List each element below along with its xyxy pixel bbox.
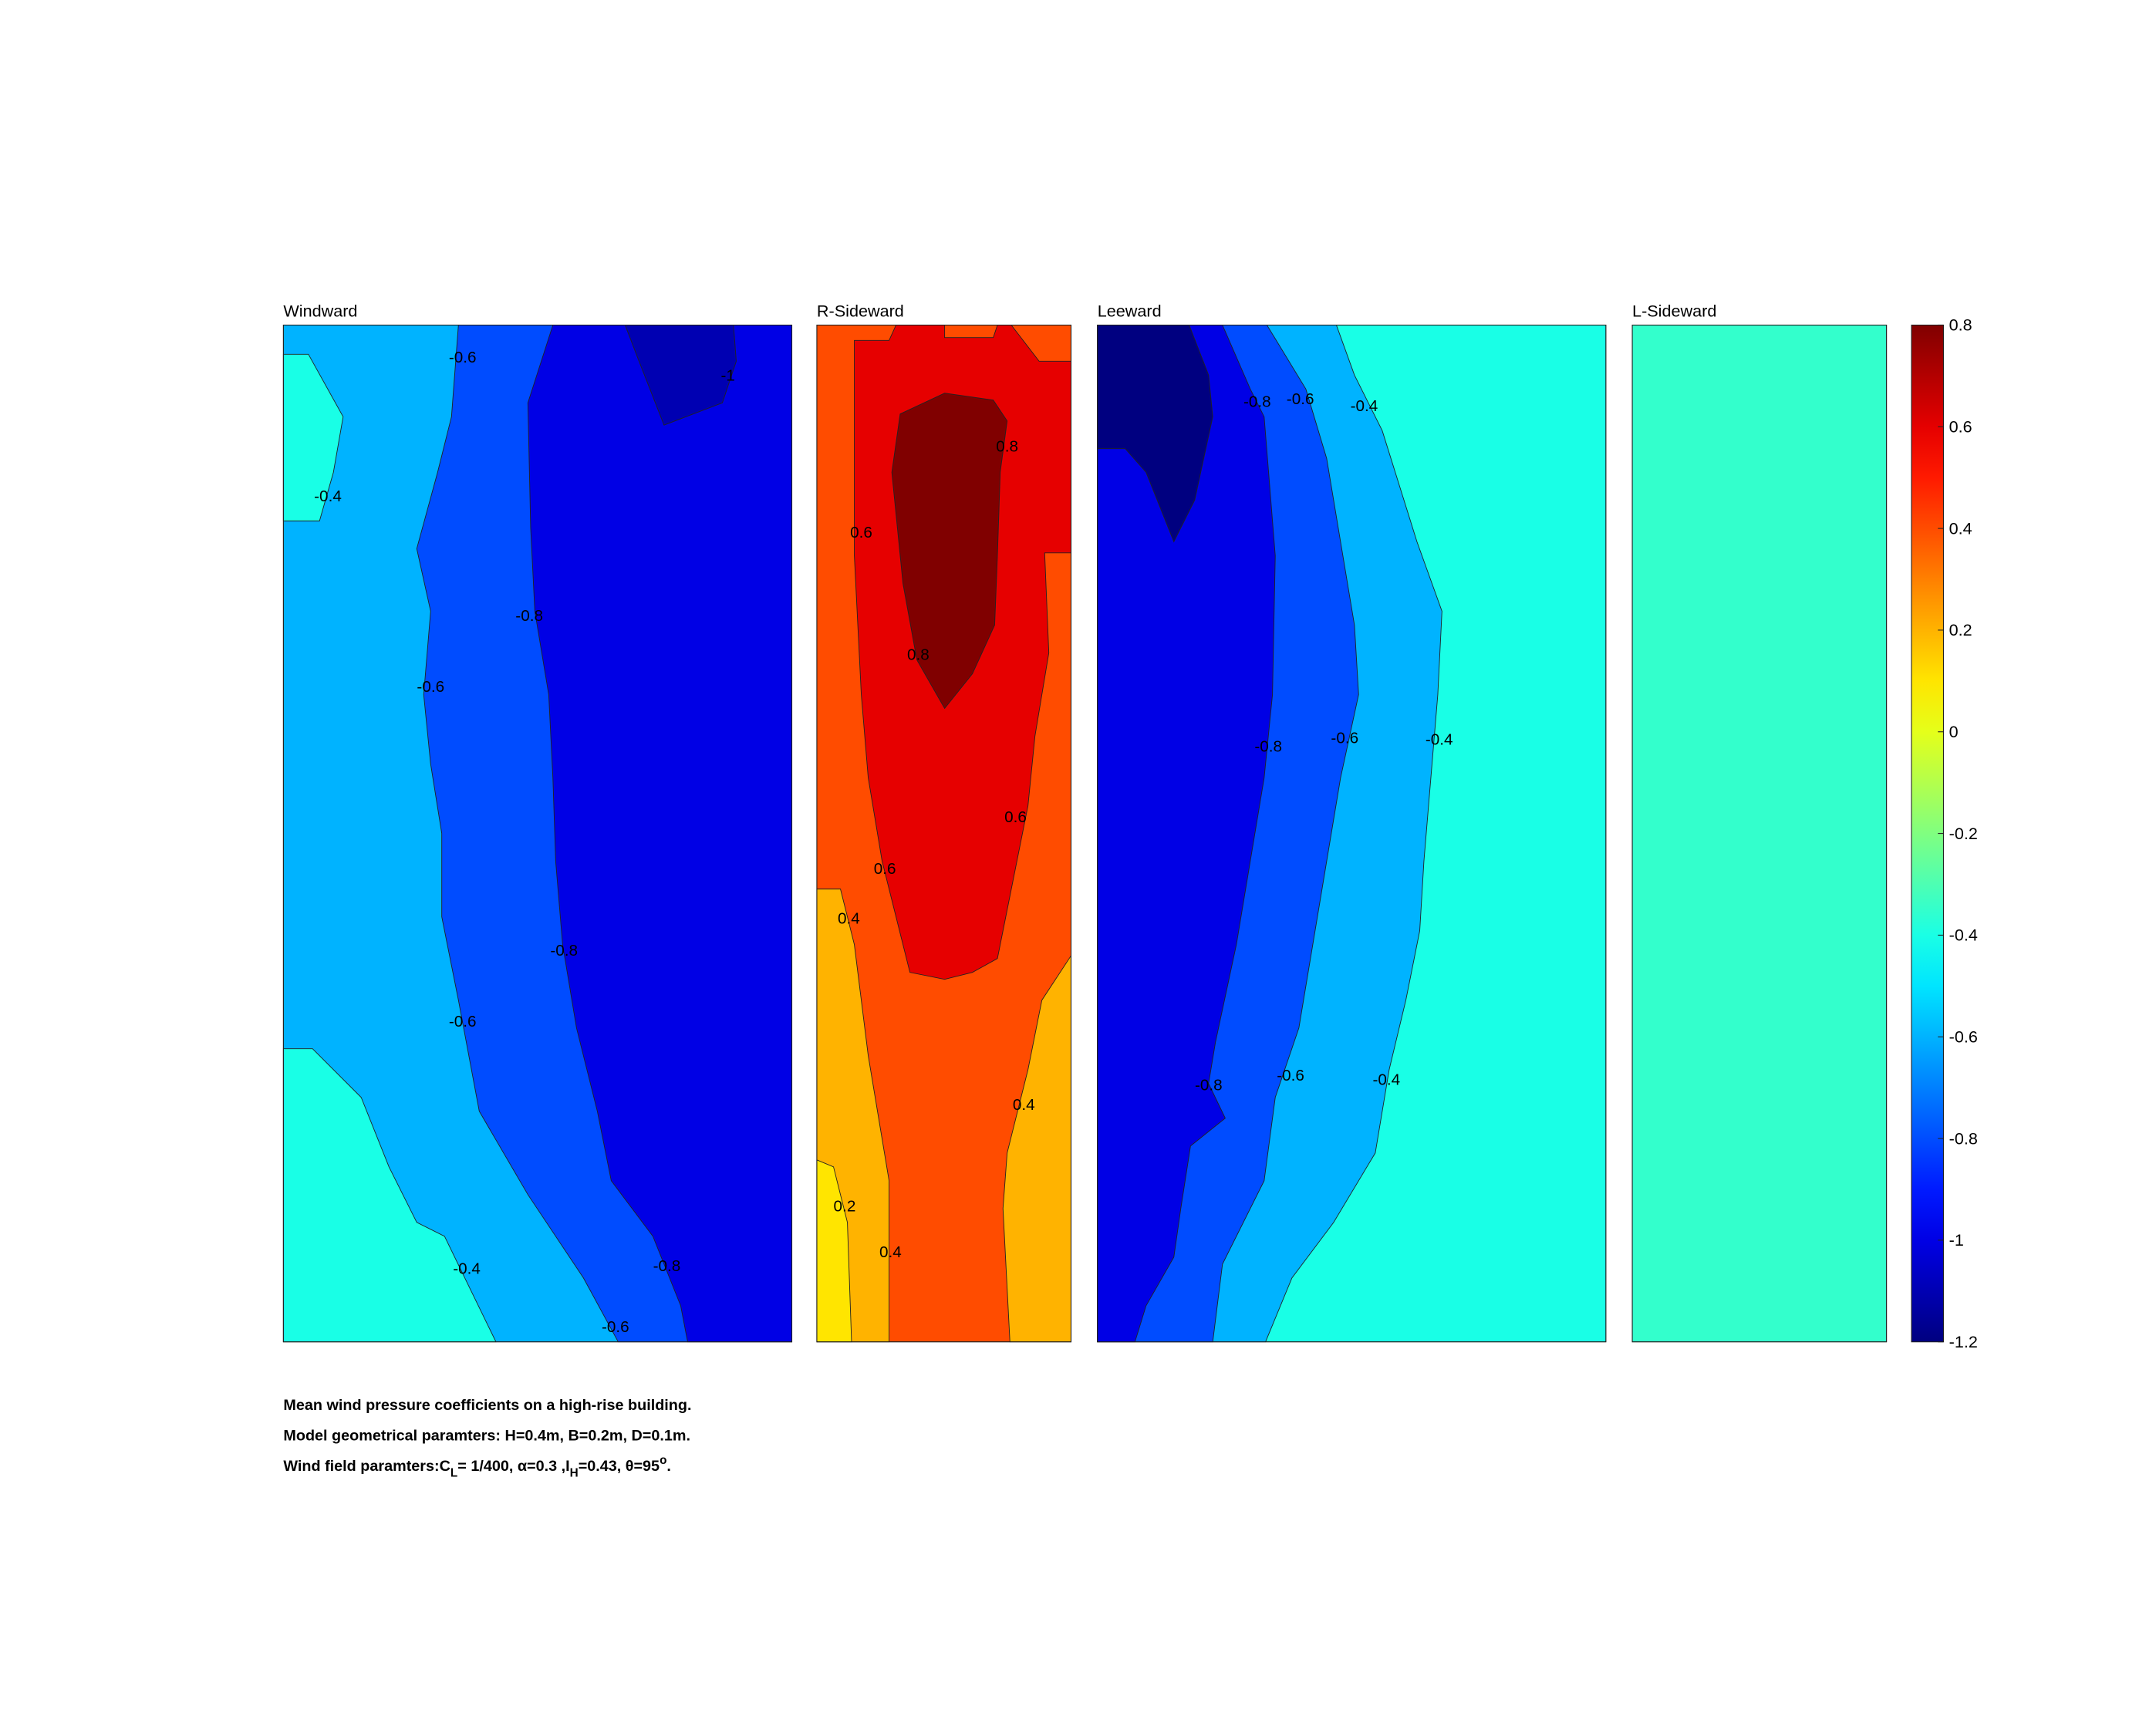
contour-label: -0.6 xyxy=(449,1013,477,1030)
contour-label: -0.6 xyxy=(1331,730,1358,747)
colorbar-tick-label: 0.2 xyxy=(1949,620,1972,639)
contour-label: 0.8 xyxy=(996,437,1018,455)
note-part: Wind field paramters:C xyxy=(283,1458,450,1475)
contour-label: -0.4 xyxy=(314,487,342,505)
contour-label: -0.6 xyxy=(602,1318,629,1336)
panel-frame xyxy=(816,324,1072,1343)
contour-label: -0.8 xyxy=(550,942,578,960)
contour-label: -1 xyxy=(720,366,734,384)
panel-frame xyxy=(1631,324,1888,1343)
contour-label: 0.6 xyxy=(850,524,872,541)
contour-label: -0.8 xyxy=(1195,1077,1223,1094)
panel-title: Leeward xyxy=(1098,302,1162,321)
note: Wind field paramters:CL= 1/400, α=0.3 ,I… xyxy=(283,1454,671,1479)
contour-label: 0.8 xyxy=(907,646,930,663)
contour-label: -0.6 xyxy=(1287,390,1314,408)
contour-label: -0.8 xyxy=(515,607,543,625)
contour-label: -0.4 xyxy=(1426,730,1453,748)
colorbar-tick-label: -0.2 xyxy=(1949,824,1978,843)
panel-title: Windward xyxy=(283,302,357,321)
contour-label: 0.2 xyxy=(834,1197,856,1215)
colorbar-tick-label: -1 xyxy=(1949,1230,1964,1250)
contour-label: 0.4 xyxy=(1013,1096,1035,1114)
note: Model geometrical paramters: H=0.4m, B=0… xyxy=(283,1428,690,1445)
colorbar-tick-label: 0.6 xyxy=(1949,417,1972,436)
contour-label: -0.6 xyxy=(449,349,477,366)
note-part: H xyxy=(570,1466,579,1479)
colorbar-tick-label: -1.2 xyxy=(1949,1332,1978,1351)
note-part: L xyxy=(450,1466,457,1479)
note-part: = 1/400, α=0.3 ,I xyxy=(457,1458,569,1475)
colorbar-tick-label: -0.4 xyxy=(1949,926,1978,945)
contour-label: 0.6 xyxy=(874,860,896,878)
contour-label: 0.6 xyxy=(1004,808,1027,826)
contour-label: -0.6 xyxy=(1277,1067,1304,1084)
colorbar-tick-label: 0.4 xyxy=(1949,518,1972,538)
contour-label: -0.4 xyxy=(453,1260,481,1277)
panel-title: R-Sideward xyxy=(817,302,904,321)
contour-label: -0.8 xyxy=(653,1257,681,1275)
note: Mean wind pressure coefficients on a hig… xyxy=(283,1397,691,1414)
panel-frame xyxy=(1097,324,1607,1343)
contour-label: -0.8 xyxy=(1243,393,1271,411)
contour-label: -0.4 xyxy=(1372,1071,1400,1089)
contour-region xyxy=(891,393,1008,710)
contour-label: -0.8 xyxy=(1254,737,1282,755)
contour-label: 0.4 xyxy=(838,910,860,928)
colorbar-tick-label: 0.8 xyxy=(1949,315,1972,335)
panel-title: L-Sideward xyxy=(1632,302,1716,321)
colorbar-tick-label: -0.8 xyxy=(1949,1128,1978,1148)
colorbar-tick-label: 0 xyxy=(1949,722,1959,741)
contour-label: -0.6 xyxy=(417,678,444,696)
colorbar-tick-label: -0.6 xyxy=(1949,1027,1978,1046)
contour-region xyxy=(1631,325,1888,1343)
contour-label: 0.4 xyxy=(879,1243,902,1261)
note-part: o xyxy=(660,1454,666,1467)
note-part: =0.43, θ=95 xyxy=(579,1458,660,1475)
note-part: . xyxy=(666,1458,671,1475)
contour-region xyxy=(1097,325,1213,543)
contour-region xyxy=(1097,325,1276,1343)
contour-label: -0.4 xyxy=(1351,397,1378,415)
panel-frame xyxy=(282,324,793,1343)
